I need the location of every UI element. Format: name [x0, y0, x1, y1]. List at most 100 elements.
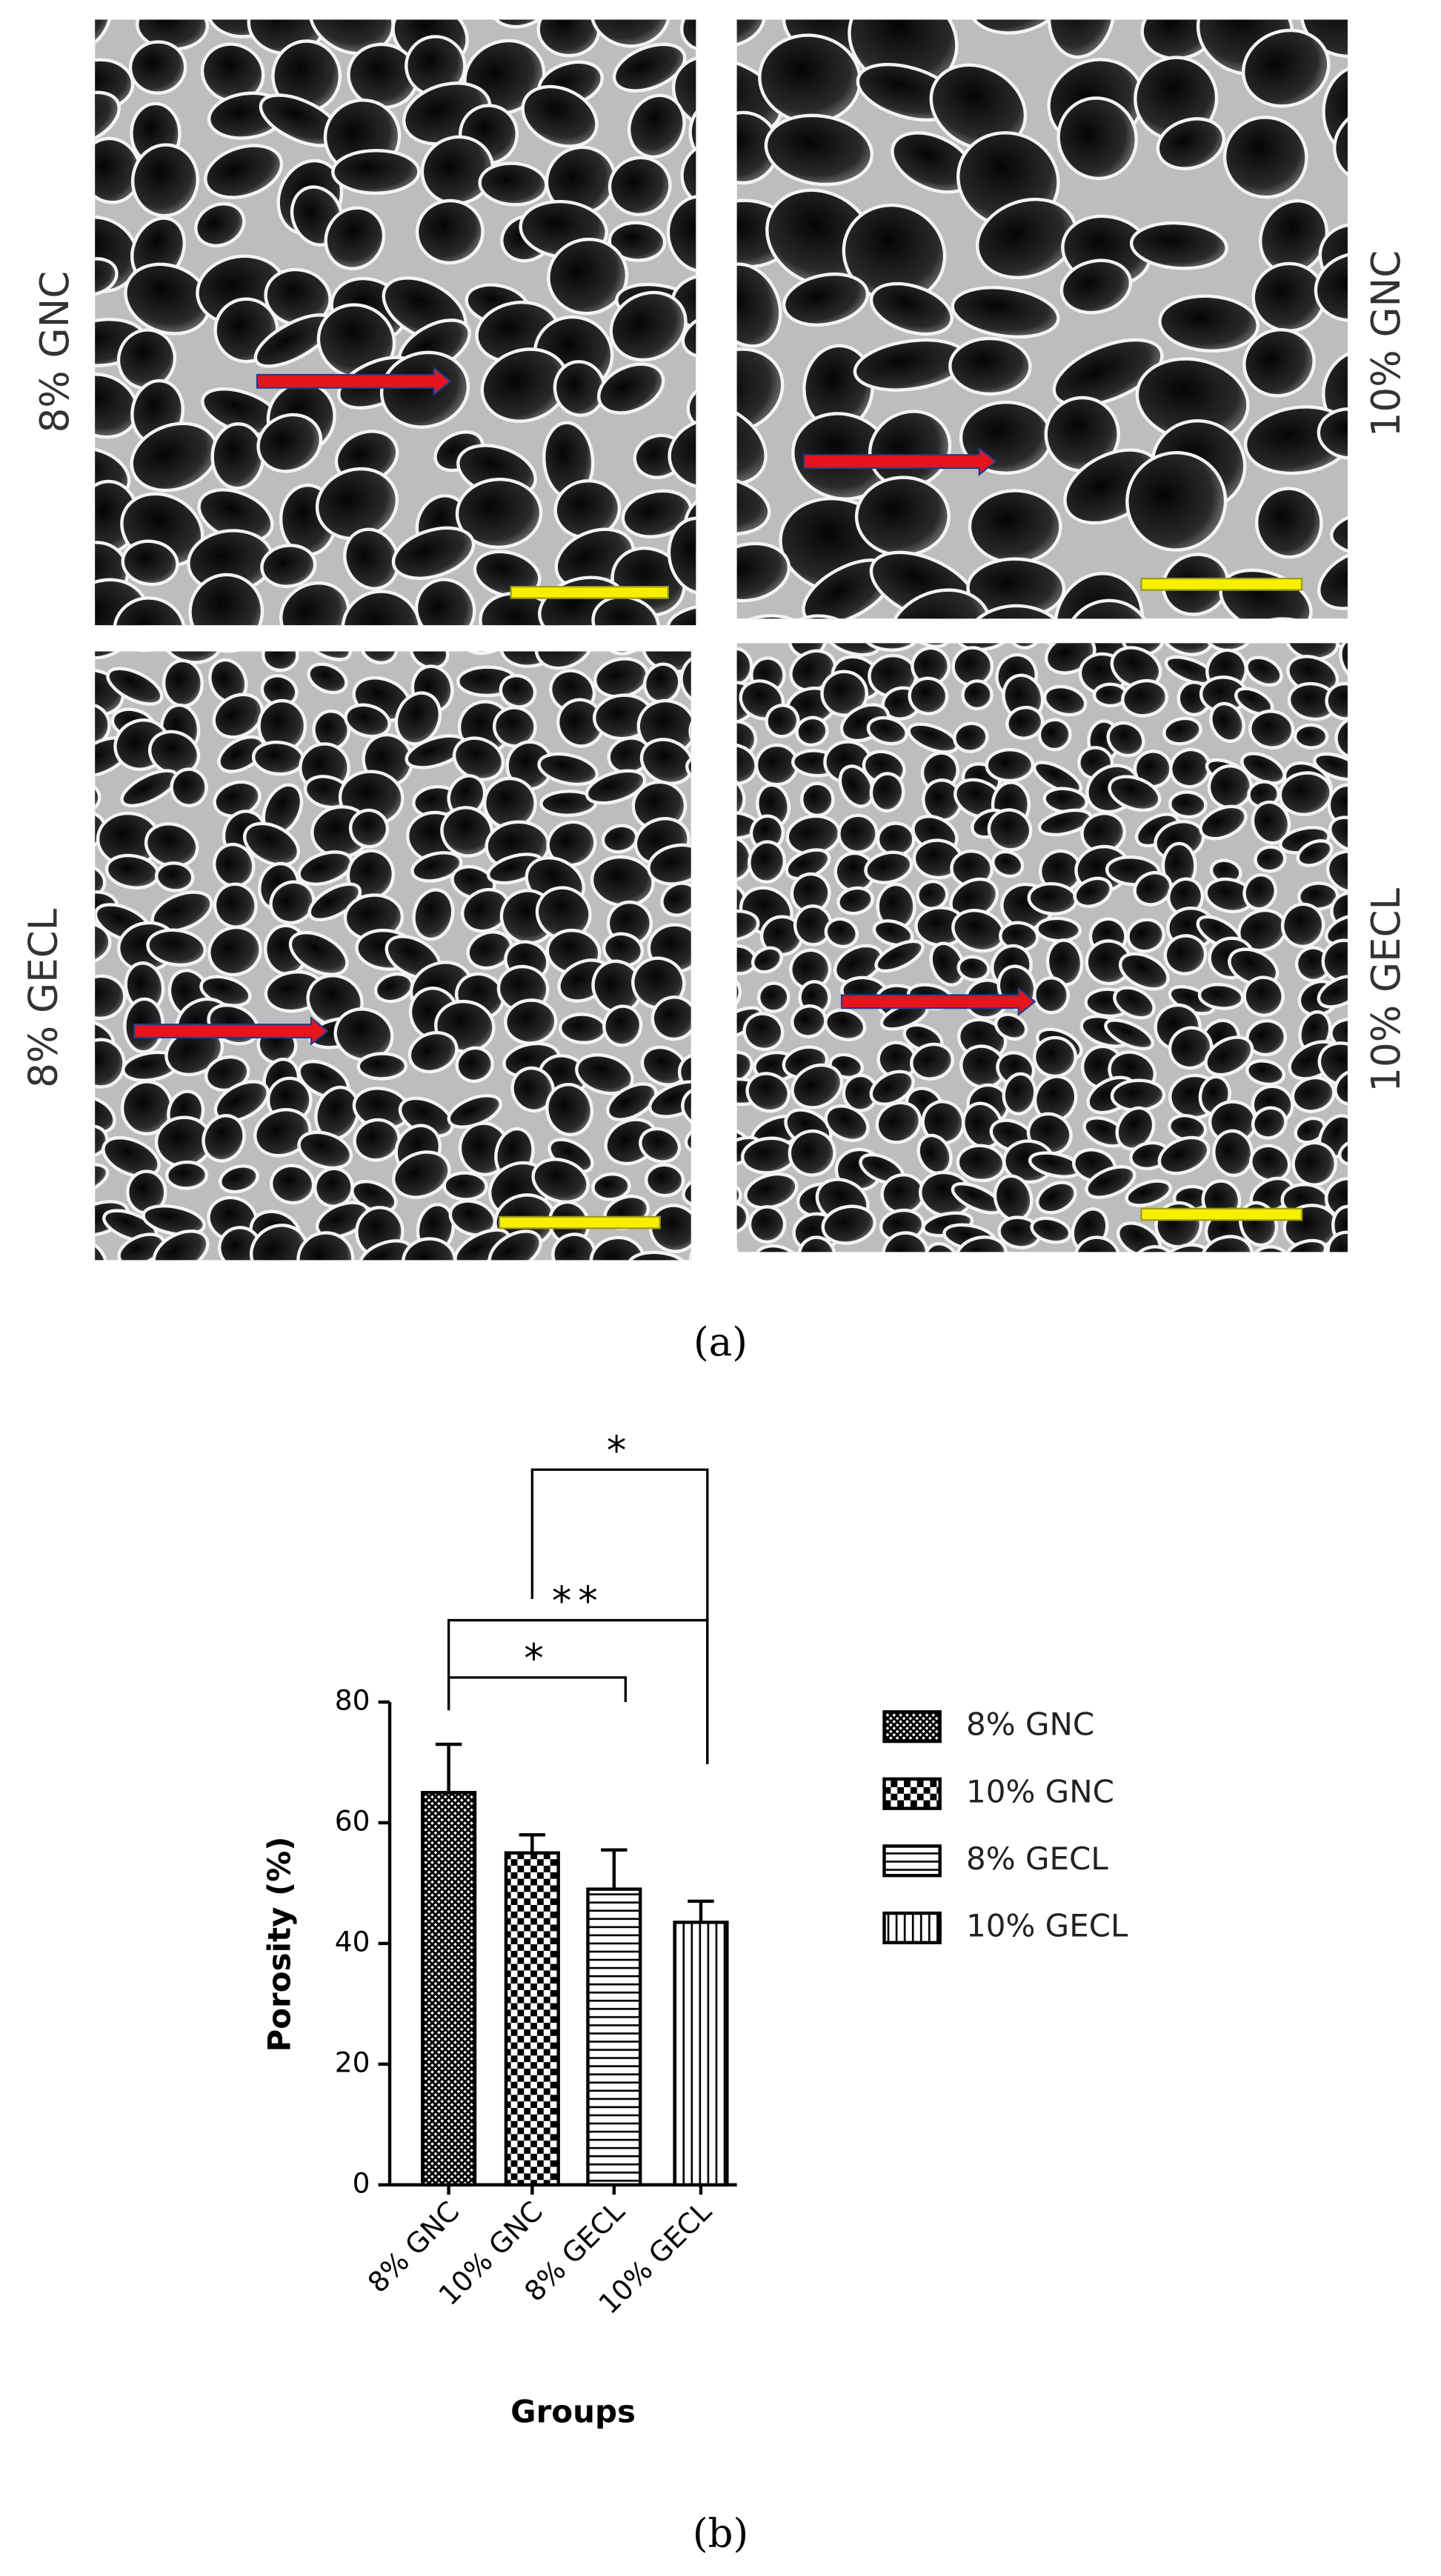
legend-swatch: [882, 1777, 942, 1810]
pore: [1004, 643, 1042, 650]
pore: [1032, 1035, 1077, 1078]
pore: [632, 1280, 680, 1332]
pore: [863, 643, 919, 652]
pore: [1199, 1235, 1254, 1252]
pore: [379, 350, 470, 429]
pore: [575, 1053, 634, 1095]
pore: [437, 1269, 493, 1310]
panel-label: 10% GNC: [1363, 250, 1409, 437]
pore: [455, 477, 543, 550]
pore: [666, 194, 696, 273]
pore: [921, 1100, 965, 1145]
pore: [612, 42, 687, 93]
y-tick-label: 80: [335, 1684, 370, 1717]
pore: [736, 400, 768, 487]
pore: [955, 1235, 1008, 1252]
pore: [1251, 1106, 1288, 1140]
pore: [967, 19, 1067, 35]
pore: [95, 257, 119, 297]
pore: [591, 1172, 631, 1201]
pore: [151, 1268, 204, 1318]
error-bar: [601, 1848, 628, 1889]
pore: [923, 1241, 961, 1252]
pore: [95, 1095, 116, 1135]
pore: [95, 90, 121, 148]
bar: [504, 1851, 560, 2187]
pore: [534, 651, 595, 670]
pore: [736, 975, 742, 1013]
pore: [207, 925, 262, 977]
pore: [1157, 1135, 1211, 1175]
pore: [627, 93, 686, 159]
pore: [1054, 572, 1144, 619]
pore: [736, 773, 746, 823]
pore: [95, 863, 107, 898]
pore: [343, 527, 400, 590]
pore: [242, 821, 301, 867]
pore: [1328, 815, 1348, 854]
pore: [256, 413, 323, 473]
significance-bracket: [447, 1676, 627, 1711]
y-tick-label: 60: [335, 1805, 370, 1838]
pore: [1006, 1254, 1044, 1283]
pore: [744, 1172, 799, 1209]
bar: [586, 1887, 642, 2187]
pore: [258, 1276, 315, 1329]
pore: [748, 1205, 787, 1244]
pore: [956, 643, 1011, 652]
pore: [1330, 507, 1348, 558]
pore: [585, 769, 647, 805]
pore: [948, 336, 1032, 396]
pore: [1168, 790, 1208, 819]
pore: [210, 422, 265, 490]
pore: [102, 1281, 164, 1333]
sem-image: [736, 643, 1348, 1283]
pore: [688, 708, 691, 753]
pore: [1073, 876, 1113, 908]
pore: [644, 1163, 685, 1198]
pore: [101, 1135, 161, 1178]
pore: [1030, 1216, 1072, 1244]
pore: [668, 417, 696, 490]
pore: [687, 795, 744, 855]
pore: [1241, 28, 1331, 108]
pore: [609, 290, 688, 362]
pore: [736, 743, 758, 786]
pore: [499, 673, 537, 709]
pore: [929, 63, 1028, 151]
pore: [1104, 1018, 1154, 1051]
pore: [837, 813, 879, 854]
pore: [1317, 974, 1348, 1009]
pore: [838, 764, 875, 808]
pore: [547, 237, 629, 316]
pore: [170, 767, 208, 807]
pore: [688, 92, 696, 171]
significance-label: *: [607, 1428, 633, 1474]
pore: [753, 1244, 802, 1252]
pore: [1047, 19, 1116, 59]
pore: [1297, 881, 1340, 911]
pore: [1325, 681, 1348, 721]
pore: [279, 581, 350, 626]
pore: [293, 1273, 348, 1327]
pore: [756, 981, 791, 1013]
pore: [745, 1072, 791, 1113]
pore: [1033, 976, 1070, 1015]
significance-label: **: [552, 1578, 605, 1624]
pore: [1158, 1243, 1214, 1252]
pore: [1242, 975, 1285, 1017]
pore: [1313, 752, 1348, 781]
sem-content: [95, 651, 745, 1333]
pore: [95, 703, 111, 747]
pore: [1113, 986, 1156, 1020]
pore: [121, 539, 179, 587]
pore: [680, 141, 696, 207]
pore: [736, 1182, 742, 1211]
significance-label: *: [524, 1635, 550, 1681]
pore: [200, 42, 265, 104]
pore: [864, 850, 913, 884]
pore: [692, 841, 745, 890]
pore: [1052, 338, 1164, 407]
scale-bar: [1140, 1207, 1303, 1221]
